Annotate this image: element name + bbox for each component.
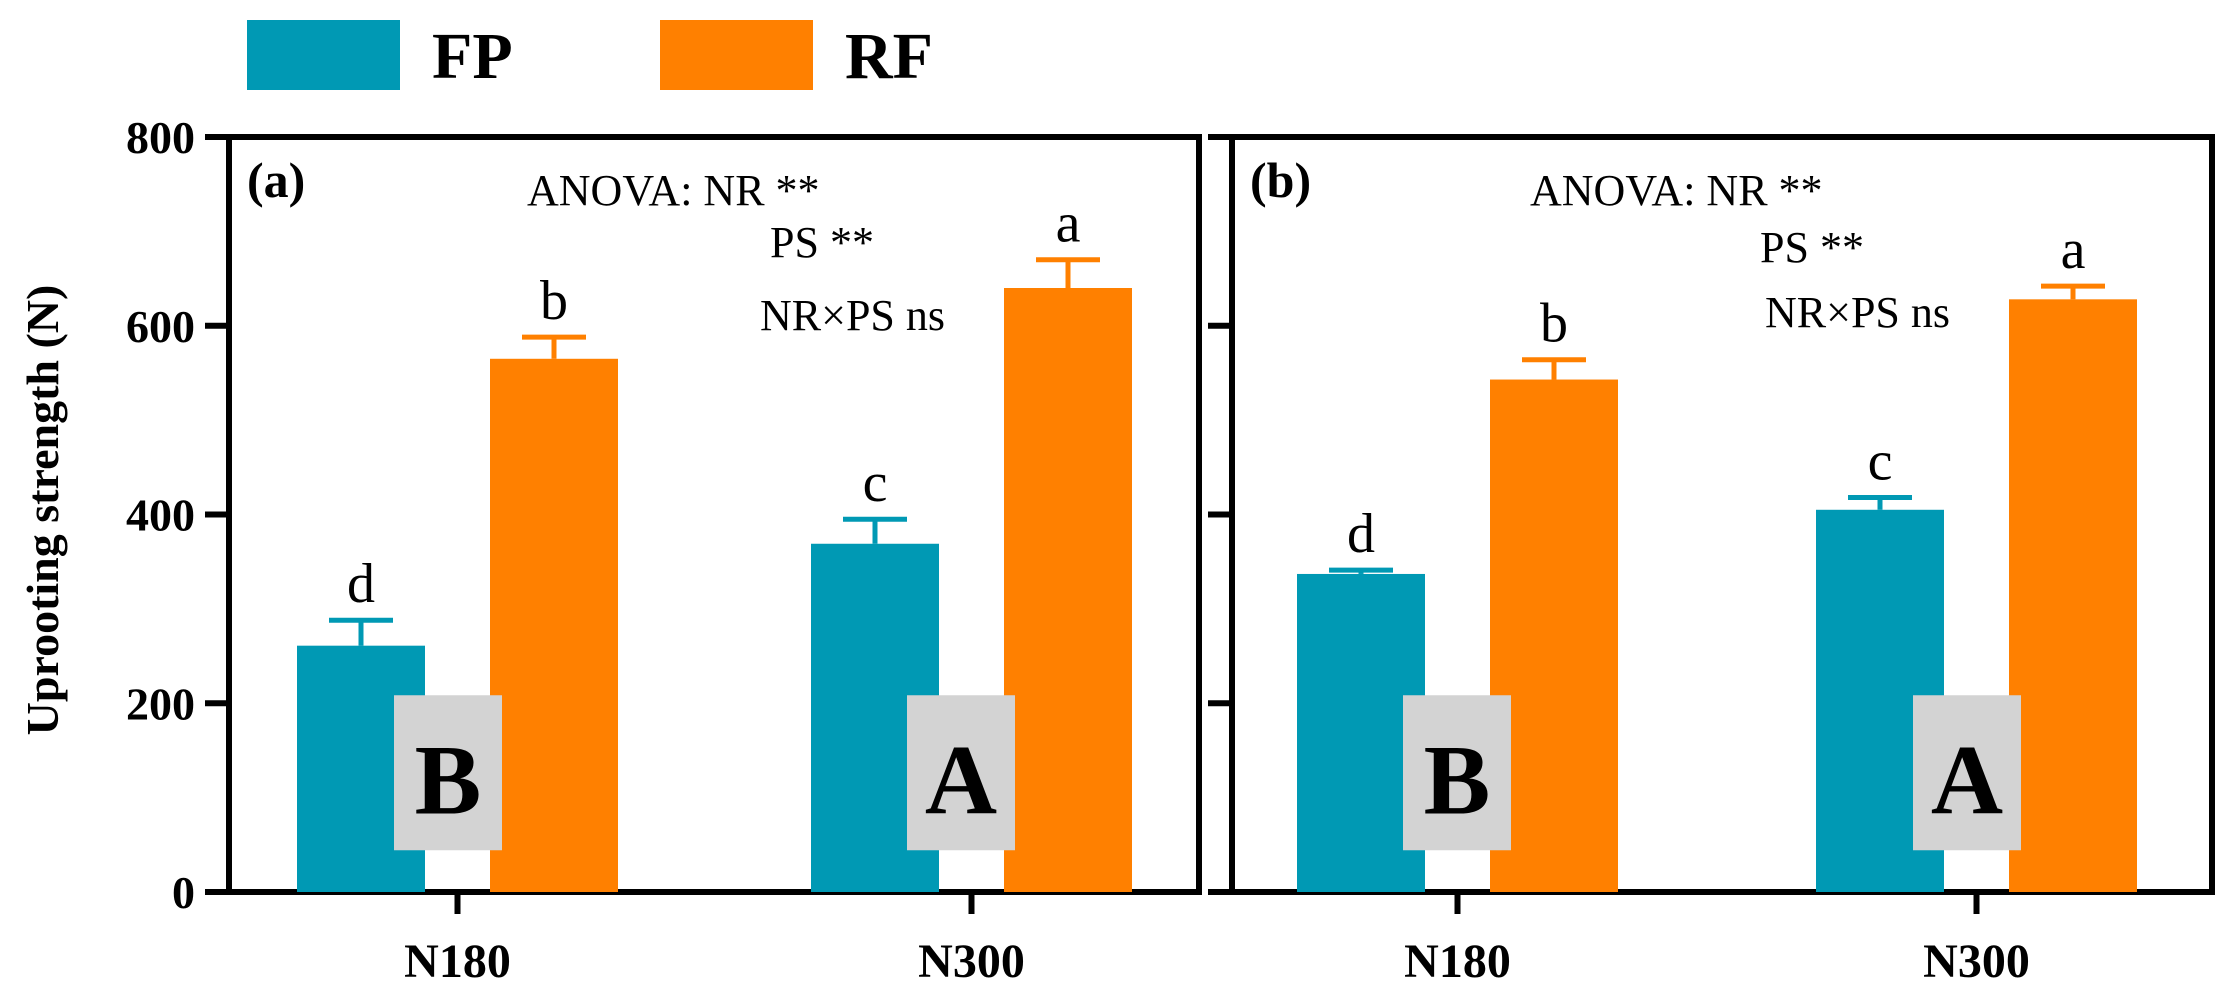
y-axis-title: Uprooting strength (N) [17, 285, 68, 736]
panel-b-x-tick-label: N180 [1404, 935, 1511, 988]
panel-b-significance-letter: c [1868, 431, 1893, 493]
panel-a-group-letter: A [925, 724, 997, 835]
legend-label-fp: FP [432, 20, 513, 93]
panel-b-bar-rf-n300 [2009, 299, 2137, 892]
panel-a-x-tick-label: N180 [404, 935, 511, 988]
panel-b-label: (b) [1250, 152, 1311, 208]
panel-a-y-tick-label: 0 [172, 867, 195, 918]
legend: FP RF [247, 20, 933, 93]
panel-a-y-tick-label: 600 [126, 301, 195, 352]
panel-a-label: (a) [247, 152, 305, 208]
panel-a-significance-letter: a [1056, 193, 1081, 255]
panel-a-significance-letter: c [863, 452, 888, 514]
panel-a-bar-rf-n300 [1004, 288, 1132, 892]
panel-b-anova-line: PS ** [1760, 223, 1864, 272]
legend-swatch-rf [660, 20, 813, 90]
legend-swatch-fp [247, 20, 400, 90]
panel-b-anova-line: NR×PS ns [1765, 288, 1950, 337]
panel-b-significance-letter: d [1347, 503, 1375, 565]
panel-b-group-letter: A [1931, 724, 2003, 835]
panel-b-bar-rf-n180 [1490, 379, 1618, 892]
panel-a-anova-line: PS ** [770, 218, 874, 267]
panel-b-significance-letter: b [1540, 293, 1568, 355]
panel-a-significance-letter: d [347, 553, 375, 615]
panel-b-group-box [1403, 695, 1511, 851]
panel-a-bar-rf-n180 [490, 358, 618, 892]
panel-a-group-box [907, 695, 1015, 851]
panel-b: (b) ANOVA: NR ** PS ** NR×PS ns d b B N180 c a A N3… [1208, 134, 2215, 988]
panel-a: 0 200 400 600 800 (a) ANOVA: NR **PS ** NR×PS n… [126, 112, 1202, 988]
panel-a-anova-line: NR×PS ns [760, 291, 945, 340]
panel-a-x-tick-label: N300 [918, 935, 1025, 988]
panel-b-significance-letter: a [2061, 219, 2086, 281]
panel-a-y-tick-label: 400 [126, 490, 195, 541]
panel-b-x-tick-label: N300 [1923, 935, 2030, 988]
panel-a-anova-line: ANOVA: NR ** [527, 166, 820, 215]
panel-a-y-tick-label: 200 [126, 678, 195, 729]
panel-b-group-letter: B [1424, 724, 1491, 835]
panel-a-y-tick-label: 800 [126, 112, 195, 163]
panel-b-group-box [1913, 695, 2021, 851]
panel-a-group-letter: B [415, 724, 482, 835]
legend-label-rf: RF [845, 20, 933, 93]
panel-b-anova-line: ANOVA: NR ** [1530, 166, 1823, 215]
panel-a-significance-letter: b [540, 270, 568, 332]
panel-a-group-box [394, 695, 502, 851]
